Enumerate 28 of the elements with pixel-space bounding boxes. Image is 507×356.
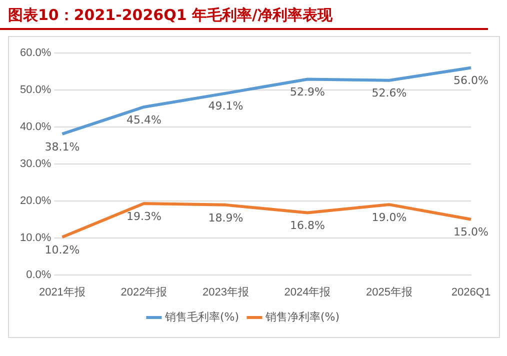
legend-label: 销售毛利率(%) bbox=[164, 310, 240, 324]
data-label: 52.9% bbox=[290, 86, 325, 99]
data-label: 49.1% bbox=[208, 100, 244, 113]
legend-label: 销售净利率(%) bbox=[264, 310, 340, 324]
y-tick-label: 40.0% bbox=[20, 120, 52, 133]
data-label: 45.4% bbox=[126, 113, 162, 126]
y-tick-label: 20.0% bbox=[20, 194, 52, 207]
data-label: 56.0% bbox=[454, 74, 488, 88]
data-label: 15.0% bbox=[454, 226, 488, 239]
data-label: 10.2% bbox=[44, 243, 80, 256]
x-tick-label: 2023年报 bbox=[202, 286, 249, 298]
data-label: 16.8% bbox=[290, 219, 325, 232]
x-tick-label: 2022年报 bbox=[120, 286, 168, 298]
data-label: 18.9% bbox=[208, 211, 244, 224]
data-label: 38.1% bbox=[44, 140, 80, 154]
data-label: 52.6% bbox=[372, 86, 407, 100]
x-tick-label: 2021年报 bbox=[38, 286, 86, 298]
data-label: 19.0% bbox=[372, 210, 407, 224]
chart-title: 图表10：2021-2026Q1 年毛利率/净利率表现 bbox=[0, 0, 488, 30]
y-tick-label: 0.0% bbox=[26, 268, 52, 281]
x-tick-label: 2024年报 bbox=[284, 286, 331, 298]
x-tick-label: 2025年报 bbox=[366, 286, 412, 298]
y-tick-label: 50.0% bbox=[20, 84, 52, 96]
data-label: 19.3% bbox=[126, 210, 162, 223]
x-tick-label: 2026Q1 bbox=[451, 286, 491, 298]
y-tick-label: 60.0% bbox=[20, 47, 52, 60]
y-tick-label: 10.0% bbox=[20, 232, 52, 244]
y-tick-label: 30.0% bbox=[20, 158, 52, 170]
